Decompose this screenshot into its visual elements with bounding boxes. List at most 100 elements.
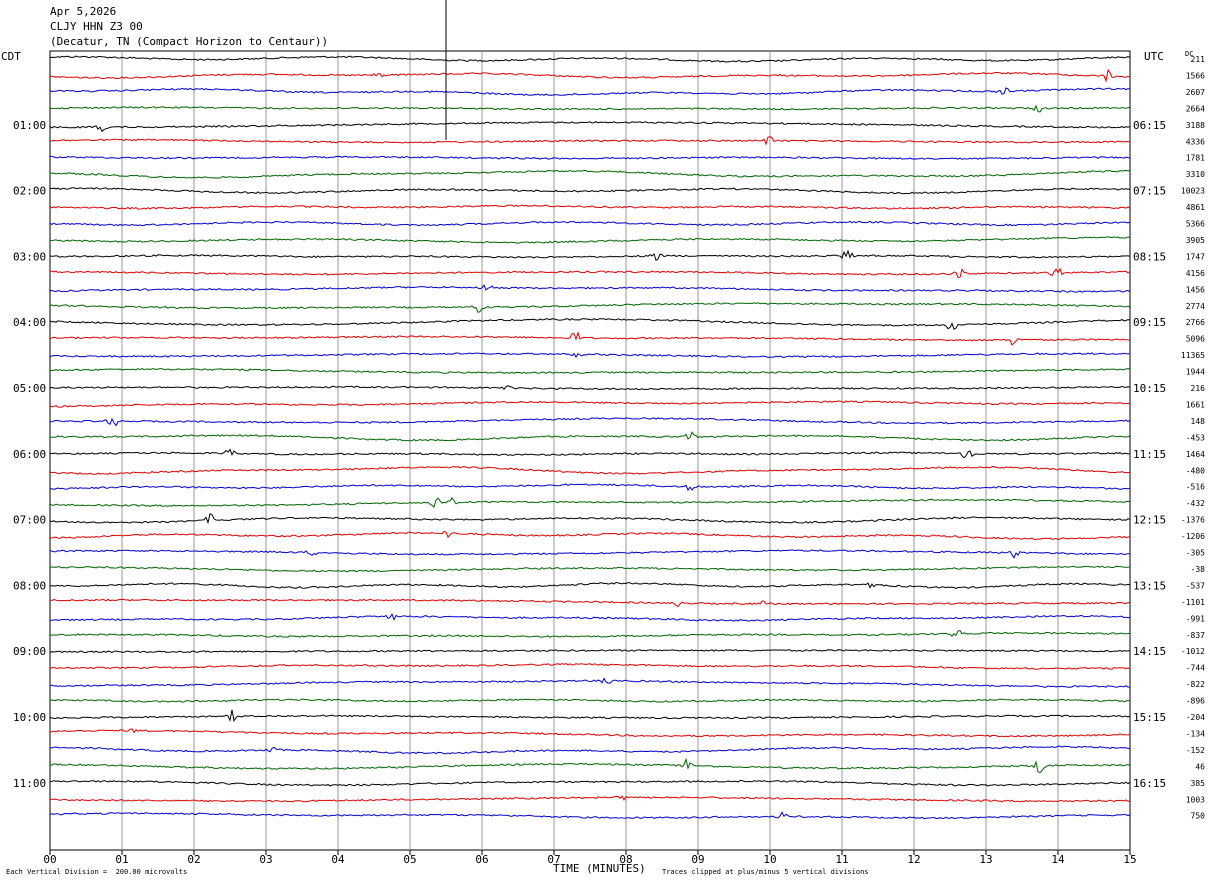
dc-offset-label: 1661 — [1186, 400, 1205, 409]
trace-line — [49, 629, 1131, 638]
x-tick-label: 07 — [547, 853, 560, 866]
trace-line — [49, 236, 1131, 244]
dc-offset-label: -516 — [1186, 483, 1205, 492]
trace-line — [49, 483, 1131, 492]
dc-offset-label: -1101 — [1181, 598, 1205, 607]
trace-line — [49, 302, 1131, 314]
trace-line — [49, 55, 1131, 63]
x-axis-title: TIME (MINUTES) — [553, 862, 646, 875]
dc-offset-label: 1781 — [1186, 154, 1205, 163]
right-hour-label: 07:15 — [1133, 185, 1166, 198]
trace-line — [49, 284, 1131, 293]
trace-line — [49, 249, 1131, 262]
left-hour-label: 05:00 — [13, 382, 46, 395]
trace-line — [49, 728, 1131, 738]
left-hour-label: 07:00 — [13, 514, 46, 527]
clip-note: Traces clipped at plus/minus 5 vertical … — [662, 868, 869, 876]
dc-offset-label: 1747 — [1186, 252, 1205, 261]
dc-offset-label: 148 — [1191, 417, 1206, 426]
trace-line — [49, 385, 1131, 391]
right-hour-label: 10:15 — [1133, 382, 1166, 395]
left-hour-label: 10:00 — [13, 711, 46, 724]
dc-offset-label: 2664 — [1186, 104, 1205, 113]
trace-line — [49, 649, 1131, 654]
x-tick-label: 01 — [115, 853, 128, 866]
dc-offset-label: -744 — [1186, 664, 1205, 673]
x-tick-label: 08 — [619, 853, 632, 866]
dc-offset-label: 1003 — [1186, 795, 1205, 804]
dc-offset-label: 3905 — [1186, 236, 1205, 245]
left-hour-label: 04:00 — [13, 316, 46, 329]
seismic-traces — [49, 0, 1131, 820]
trace-line — [49, 204, 1131, 210]
x-tick-label: 05 — [403, 853, 416, 866]
trace-line — [49, 417, 1131, 427]
trace-line — [49, 87, 1131, 96]
x-tick-label: 12 — [907, 853, 920, 866]
dc-offset-label: -432 — [1186, 499, 1205, 508]
trace-line — [49, 104, 1131, 113]
x-tick-label: 09 — [691, 853, 704, 866]
station-code: CLJY HHN Z3 00 — [50, 20, 143, 33]
trace-line — [49, 267, 1131, 278]
right-hour-label: 13:15 — [1133, 579, 1166, 592]
left-hour-label: 03:00 — [13, 250, 46, 263]
dc-offset-label: -837 — [1186, 631, 1205, 640]
trace-line — [49, 709, 1131, 723]
dc-offset-label: 46 — [1195, 762, 1205, 771]
plot-date: Apr 5,2026 — [50, 5, 117, 18]
plot-frame — [49, 50, 1131, 851]
trace-line — [49, 368, 1131, 374]
dc-offset-label: 3310 — [1186, 170, 1205, 179]
dc-offset-label: 1456 — [1186, 285, 1205, 294]
dc-offset-label: -537 — [1186, 581, 1205, 590]
right-hour-label: 15:15 — [1133, 711, 1166, 724]
trace-line — [49, 757, 1131, 774]
trace-line — [49, 613, 1131, 622]
dc-offset-label: 2774 — [1186, 302, 1205, 311]
x-tick-label: 15 — [1123, 853, 1136, 866]
dc-offset-label: 1566 — [1186, 71, 1205, 80]
dc-offset-label: -1206 — [1181, 532, 1205, 541]
trace-line — [49, 530, 1131, 541]
dc-offset-label: -38 — [1191, 565, 1206, 574]
trace-line — [49, 169, 1131, 179]
right-hour-label: 08:15 — [1133, 250, 1166, 263]
trace-line — [49, 598, 1131, 608]
dc-offset-label: 1944 — [1186, 368, 1205, 377]
trace-line — [49, 677, 1131, 688]
dc-offset-label: -1012 — [1181, 647, 1205, 656]
dc-offset-label: -305 — [1186, 549, 1205, 558]
right-hour-label: 14:15 — [1133, 645, 1166, 658]
trace-line — [49, 187, 1131, 195]
trace-line — [49, 431, 1131, 442]
trace-line — [49, 352, 1131, 359]
dc-offset-label: -896 — [1186, 697, 1205, 706]
trace-line — [49, 549, 1130, 559]
dc-offset-label: -1376 — [1181, 516, 1205, 525]
scale-note: Each Vertical Division = 200.00 microvol… — [6, 868, 188, 876]
trace-line — [49, 220, 1131, 227]
trace-line — [49, 496, 1131, 509]
x-tick-label: 04 — [331, 853, 345, 866]
dc-offset-label: 5366 — [1186, 220, 1205, 229]
dc-offset-label: 3188 — [1186, 121, 1205, 130]
trace-line — [49, 811, 1131, 820]
dc-offset-label: 750 — [1191, 812, 1206, 821]
left-hour-label: 06:00 — [13, 448, 46, 461]
dc-offset-label: 4336 — [1186, 137, 1205, 146]
trace-line — [49, 68, 1131, 83]
dc-offset-label: -152 — [1186, 746, 1205, 755]
x-tick-label: 06 — [475, 853, 488, 866]
trace-line — [49, 779, 1131, 787]
x-tick-label: 11 — [835, 853, 848, 866]
x-tick-label: 02 — [187, 853, 200, 866]
trace-line — [49, 565, 1131, 573]
left-hour-label: 11:00 — [13, 777, 46, 790]
dc-offset-label: -453 — [1186, 433, 1205, 442]
dc-offset-label: -822 — [1186, 680, 1205, 689]
dc-offset-label: 2607 — [1186, 88, 1205, 97]
trace-line — [49, 698, 1130, 703]
x-tick-label: 13 — [979, 853, 992, 866]
trace-line — [49, 745, 1131, 755]
